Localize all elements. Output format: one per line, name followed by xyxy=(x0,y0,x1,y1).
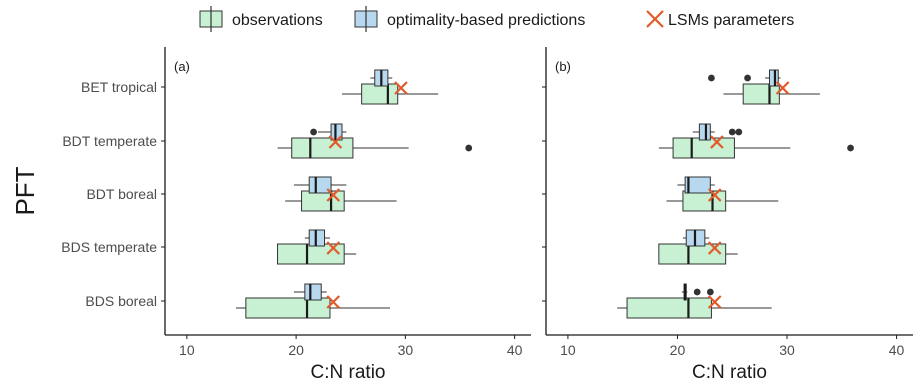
box-body xyxy=(291,137,354,159)
lsm-cross-stroke-2 xyxy=(707,241,722,255)
category-label: BDT boreal xyxy=(86,186,157,202)
prediction-box xyxy=(692,123,743,141)
outlier-point xyxy=(847,144,854,152)
lsm-cross xyxy=(326,241,341,255)
box-body xyxy=(245,297,331,319)
legend-label: LSMs parameters xyxy=(668,12,794,29)
legend: observations optimality-based predictions… xyxy=(199,6,794,32)
prediction-box xyxy=(681,283,714,301)
x-tick-label: 40 xyxy=(889,342,905,358)
legend-item-2: optimality-based predictions xyxy=(354,6,585,32)
prediction-box xyxy=(293,176,347,194)
outlier-point xyxy=(310,128,317,136)
prediction-box xyxy=(677,176,715,194)
legend-key-cross-stroke-2 xyxy=(646,10,664,28)
outlier-point xyxy=(744,74,751,82)
lsm-cross xyxy=(326,295,341,309)
observation-box xyxy=(236,297,391,319)
outlier-point xyxy=(465,144,473,152)
x-tick-label: 10 xyxy=(179,342,195,358)
lsm-cross xyxy=(707,295,722,309)
observation-box xyxy=(277,243,357,265)
category-label: BDS temperate xyxy=(61,239,157,255)
prediction-box xyxy=(304,229,330,247)
observation-box xyxy=(723,83,820,105)
box-body xyxy=(361,83,399,105)
lsm-cross-stroke-2 xyxy=(326,241,341,255)
observation-box xyxy=(666,190,779,212)
observation-box xyxy=(277,137,473,159)
x-tick-label: 10 xyxy=(560,342,576,358)
observation-box xyxy=(285,190,397,212)
outlier-point xyxy=(693,288,701,296)
y-axis-title: PFT xyxy=(10,166,40,215)
lsm-cross-stroke-2 xyxy=(326,295,341,309)
lsm-cross-stroke-2 xyxy=(328,135,343,149)
prediction-box xyxy=(708,69,781,87)
lsm-cross-stroke-2 xyxy=(707,295,722,309)
box-body xyxy=(742,83,780,105)
lsm-cross xyxy=(775,81,790,95)
observation-box xyxy=(617,297,772,319)
observation-box xyxy=(341,83,439,105)
lsm-cross xyxy=(394,81,408,95)
x-axis-title: C:N ratio xyxy=(692,362,767,383)
x-tick-label: 20 xyxy=(288,342,304,358)
outlier-point xyxy=(706,288,714,296)
observation-box xyxy=(658,137,854,159)
lsm-cross xyxy=(710,135,724,149)
panel-label: (b) xyxy=(555,59,571,74)
legend-key-cross xyxy=(646,10,664,28)
box-body xyxy=(626,297,712,319)
outlier-point xyxy=(708,74,715,82)
legend-label: observations xyxy=(232,12,323,29)
lsm-cross-stroke-2 xyxy=(394,81,408,95)
lsm-cross xyxy=(326,188,341,202)
legend-label: optimality-based predictions xyxy=(387,12,585,29)
lsm-cross xyxy=(707,188,722,202)
lsm-cross xyxy=(328,135,343,149)
box-body xyxy=(684,176,711,194)
panel-b: (b) 10 20 30 40 C:N ratio xyxy=(542,47,913,383)
box-body xyxy=(304,283,322,301)
x-tick-label: 40 xyxy=(507,342,523,358)
legend-item-3: LSMs parameters xyxy=(646,10,794,29)
x-tick-label: 20 xyxy=(670,342,686,358)
lsm-cross-stroke-2 xyxy=(710,135,724,149)
panel-label: (a) xyxy=(174,59,190,74)
prediction-box xyxy=(370,69,393,87)
prediction-box xyxy=(682,229,710,247)
lsm-cross xyxy=(707,241,722,255)
lsm-cross-stroke-2 xyxy=(326,188,341,202)
outlier-point xyxy=(728,128,736,136)
legend-item-1: observations xyxy=(199,6,323,32)
observation-box xyxy=(658,243,738,265)
outlier-point xyxy=(735,128,743,136)
lsm-cross-stroke-2 xyxy=(707,188,722,202)
x-tick-label: 30 xyxy=(398,342,414,358)
x-tick-label: 30 xyxy=(779,342,795,358)
category-label: BDS boreal xyxy=(85,293,157,309)
category-label: BDT temperate xyxy=(62,133,157,149)
prediction-box xyxy=(293,283,327,301)
box-body xyxy=(672,137,735,159)
panel-a: (a) 10 20 30 40 BET tropical BDT temperate BDT … xyxy=(10,47,531,383)
x-axis-title: C:N ratio xyxy=(311,362,386,383)
category-label: BET tropical xyxy=(81,79,157,95)
lsm-cross-stroke-2 xyxy=(775,81,790,95)
